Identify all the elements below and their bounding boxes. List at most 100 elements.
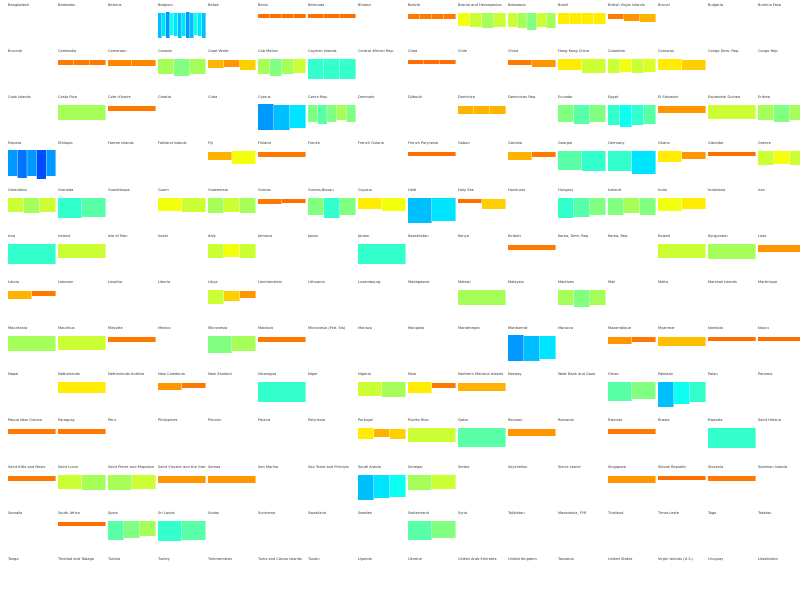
bar-mark (508, 13, 518, 27)
panel-label: Oman (608, 372, 619, 377)
bar-mark (224, 243, 240, 257)
panel-plot (208, 100, 256, 138)
panel-plot (408, 428, 456, 443)
panel-label: Holy See (458, 187, 474, 192)
panel-label: Switzerland (408, 510, 429, 515)
bar-mark (390, 429, 406, 440)
bar-mark (82, 474, 106, 490)
panel-label: Sierra Leone (558, 464, 581, 469)
panel-plot (558, 516, 606, 554)
panel-plot (308, 105, 356, 125)
panel: Bangladesh (8, 3, 56, 52)
panel-label: Brazil (558, 3, 569, 7)
bar-mark (620, 105, 632, 128)
panel-label: Costa Rica (58, 95, 78, 100)
panel-label: Kiribati (508, 233, 521, 238)
panel: Israel (158, 234, 206, 283)
bar-mark (458, 289, 506, 305)
panel-plot (558, 59, 606, 74)
bar-mark (758, 105, 774, 121)
bar-mark (258, 152, 306, 158)
panel-plot (208, 336, 256, 354)
panel-plot (708, 193, 756, 231)
panel: Spain (108, 511, 156, 560)
panel: Central African Rep. (358, 49, 406, 98)
panel-label: Guadeloupe (108, 187, 130, 192)
panel: Canada (158, 49, 206, 98)
panel: Nepal (8, 372, 56, 421)
panel: Nauru (758, 326, 800, 375)
bar-mark (58, 521, 106, 526)
bar-mark (458, 383, 506, 392)
panel: Guatemala (208, 188, 256, 237)
panel: Ghana (658, 141, 706, 190)
panel: Congo Rep. (758, 49, 800, 98)
panel: Botswana (508, 3, 556, 52)
panel-plot (158, 423, 206, 461)
bar-mark (194, 13, 198, 35)
panel-label: Pitcairn (208, 418, 222, 423)
panel: Mauritius (58, 326, 106, 375)
bar-mark (524, 336, 540, 362)
panel: Polynesia (308, 418, 356, 467)
bar-mark (36, 150, 46, 180)
panel-label: Djibouti (408, 95, 422, 100)
bar-mark (340, 197, 356, 215)
panel: Mauritania (8, 326, 56, 375)
panel-plot (558, 331, 606, 369)
panel-plot (358, 8, 406, 46)
panel-label: Gibraltar (708, 141, 724, 146)
panel-label: Turkmenistan (208, 556, 233, 561)
panel-label: Iraq (8, 233, 16, 238)
panel-label: Saint Pierre and Miquelon (108, 464, 155, 469)
bar-mark (570, 13, 582, 24)
panel-plot (708, 475, 756, 481)
panel-plot (758, 377, 800, 415)
panel-label: Malta (658, 279, 668, 284)
panel-plot (608, 151, 656, 175)
panel-plot (258, 470, 306, 508)
bar-mark (432, 197, 456, 221)
panel: Bulgaria (708, 3, 756, 52)
bar-mark (140, 520, 156, 536)
panel-plot (458, 470, 506, 508)
panel-plot (258, 382, 306, 403)
panel: Montserrat (508, 326, 556, 375)
panel-plot (458, 562, 506, 600)
panel-label: Lithuania (308, 279, 325, 284)
panel-plot (608, 14, 656, 22)
panel: French Polynesia (408, 141, 456, 190)
panel: New Caledonia (158, 372, 206, 421)
panel-label: Cote d'Ivoire (108, 95, 131, 100)
panel: Iran (758, 188, 800, 237)
bar-mark (190, 13, 194, 38)
panel-plot (708, 377, 756, 415)
bar-mark (470, 13, 482, 27)
bar-mark (270, 14, 282, 18)
bar-mark (282, 14, 294, 18)
panel-label: West Bank and Gaza (558, 372, 596, 377)
panel: Pitcairn (208, 418, 256, 467)
panel: Denmark (358, 95, 406, 144)
bar-mark (708, 337, 756, 342)
panel: Tokelau (758, 511, 800, 560)
panel-label: Malawi (458, 279, 471, 284)
panel: Eritrea (758, 95, 800, 144)
panel: Croatia (158, 95, 206, 144)
bar-mark (8, 150, 18, 177)
panel: Paraguay (58, 418, 106, 467)
panel: Belize (208, 3, 256, 52)
panel-plot (308, 377, 356, 415)
panel-plot (408, 285, 456, 323)
bar-mark (682, 197, 706, 209)
panel-label: Cyprus (258, 95, 271, 100)
panel: Cote d'Ivoire (108, 95, 156, 144)
panel-plot (308, 331, 356, 369)
panel-label: Norway (508, 372, 522, 377)
bar-mark (58, 197, 82, 218)
bar-mark (632, 337, 656, 343)
bar-mark (558, 151, 582, 171)
panel: Fiji (208, 141, 256, 190)
panel: Iraq (8, 234, 56, 283)
